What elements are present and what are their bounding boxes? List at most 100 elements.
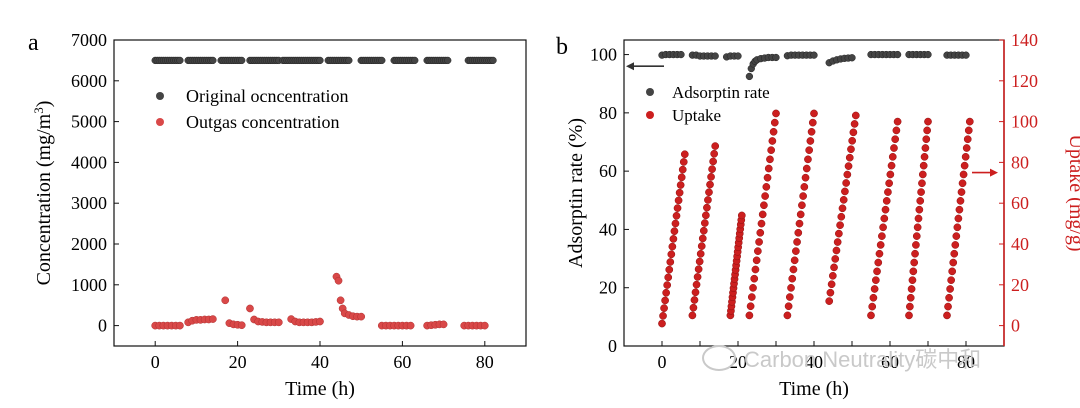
uptake-point bbox=[794, 228, 803, 237]
uptake-point bbox=[746, 302, 755, 311]
uptake-point bbox=[745, 311, 754, 320]
outgas-point bbox=[246, 304, 254, 313]
uptake-point bbox=[922, 135, 931, 144]
uptake-point bbox=[827, 280, 836, 289]
original-point bbox=[489, 56, 497, 65]
uptake-point bbox=[965, 117, 974, 126]
uptake-point bbox=[697, 242, 706, 250]
original-point bbox=[176, 56, 184, 65]
uptake-point bbox=[893, 117, 902, 126]
uptake-point bbox=[659, 312, 667, 320]
legend-marker-uptake bbox=[646, 111, 654, 119]
uptake-point bbox=[805, 146, 814, 155]
x-tick-label: 60 bbox=[393, 352, 411, 372]
uptake-point bbox=[696, 249, 705, 258]
uptake-point bbox=[961, 152, 970, 161]
uptake-point bbox=[704, 196, 712, 204]
uptake-point bbox=[764, 164, 773, 173]
uptake-point bbox=[783, 311, 792, 320]
panel-label: a bbox=[28, 30, 39, 56]
uptake-point bbox=[845, 153, 854, 162]
uptake-point bbox=[912, 241, 920, 249]
uptake-point bbox=[796, 210, 805, 219]
uptake-point bbox=[907, 285, 916, 293]
uptake-point bbox=[868, 302, 877, 311]
uptake-point bbox=[920, 152, 929, 161]
uptake-point bbox=[666, 258, 675, 266]
uptake-point bbox=[871, 276, 880, 285]
uptake-point bbox=[880, 214, 889, 223]
x-tick-label: 40 bbox=[805, 352, 823, 372]
adsorption-point bbox=[962, 51, 970, 59]
uptake-point bbox=[878, 232, 886, 240]
uptake-point bbox=[677, 173, 686, 182]
uptake-point bbox=[952, 232, 961, 240]
uptake-point bbox=[689, 303, 698, 312]
uptake-point bbox=[906, 293, 915, 302]
y-tick-label: 60 bbox=[599, 161, 617, 181]
uptake-point bbox=[788, 274, 797, 283]
uptake-point bbox=[826, 288, 835, 297]
uptake-point bbox=[891, 135, 900, 144]
uptake-point bbox=[870, 285, 879, 293]
uptake-point bbox=[750, 274, 759, 283]
y-tick-label: 5000 bbox=[71, 112, 107, 132]
uptake-point bbox=[680, 150, 689, 159]
legend-marker-outgas bbox=[156, 118, 164, 126]
uptake-point bbox=[798, 201, 806, 210]
uptake-point bbox=[801, 173, 810, 182]
uptake-point bbox=[793, 238, 801, 246]
uptake-point bbox=[762, 183, 771, 191]
uptake-point bbox=[825, 297, 834, 305]
x-tick-label: 60 bbox=[881, 352, 899, 372]
uptake-point bbox=[790, 256, 799, 265]
uptake-point bbox=[700, 219, 709, 227]
legend-label-uptake: Uptake bbox=[672, 106, 721, 125]
uptake-point bbox=[789, 265, 798, 274]
uptake-point bbox=[752, 256, 761, 265]
panel-label: b bbox=[556, 34, 568, 60]
uptake-point bbox=[772, 109, 780, 118]
uptake-point bbox=[905, 311, 913, 320]
panel-a: a 0 20 40 60 80 0 1000 2000 3000 4000 5000 6000 7000 T… bbox=[28, 30, 527, 400]
outgas-point bbox=[176, 321, 184, 330]
uptake-point bbox=[802, 164, 811, 173]
y-tick-label: 80 bbox=[599, 103, 617, 123]
uptake-point bbox=[844, 162, 853, 170]
y2-tick-label: 80 bbox=[1011, 152, 1029, 172]
uptake-point bbox=[918, 170, 927, 179]
y2-tick-label: 40 bbox=[1011, 234, 1029, 254]
uptake-point bbox=[924, 117, 932, 126]
uptake-point bbox=[959, 170, 968, 179]
adsorption-point bbox=[924, 50, 932, 59]
uptake-point bbox=[691, 288, 700, 297]
uptake-point bbox=[849, 128, 858, 137]
uptake-point bbox=[751, 265, 760, 274]
legend-label-outgas: Outgas concentration bbox=[186, 112, 339, 132]
uptake-point bbox=[808, 118, 817, 127]
uptake-point bbox=[956, 197, 965, 205]
adsorption-point bbox=[711, 52, 719, 60]
uptake-point bbox=[693, 273, 702, 281]
y2-tick-label: 0 bbox=[1011, 316, 1020, 336]
uptake-point bbox=[807, 127, 816, 136]
x-tick-label: 20 bbox=[729, 352, 747, 372]
uptake-point bbox=[886, 170, 895, 179]
y-tick-label: 1000 bbox=[71, 275, 107, 295]
x-tick-label: 80 bbox=[476, 352, 494, 372]
uptake-point bbox=[828, 271, 837, 280]
x-tick-label: 0 bbox=[658, 352, 667, 372]
uptake-point bbox=[914, 214, 923, 223]
original-point bbox=[444, 56, 452, 65]
uptake-point bbox=[658, 319, 666, 328]
adsorption-point bbox=[677, 50, 685, 59]
y-tick-label: 0 bbox=[98, 316, 107, 336]
outgas-point bbox=[209, 315, 217, 323]
uptake-point bbox=[663, 281, 672, 289]
uptake-point bbox=[916, 197, 925, 205]
uptake-point bbox=[962, 144, 971, 152]
uptake-point bbox=[747, 293, 756, 301]
uptake-point bbox=[757, 219, 766, 228]
x-tick-label: 80 bbox=[957, 352, 975, 372]
uptake-point bbox=[756, 228, 765, 237]
